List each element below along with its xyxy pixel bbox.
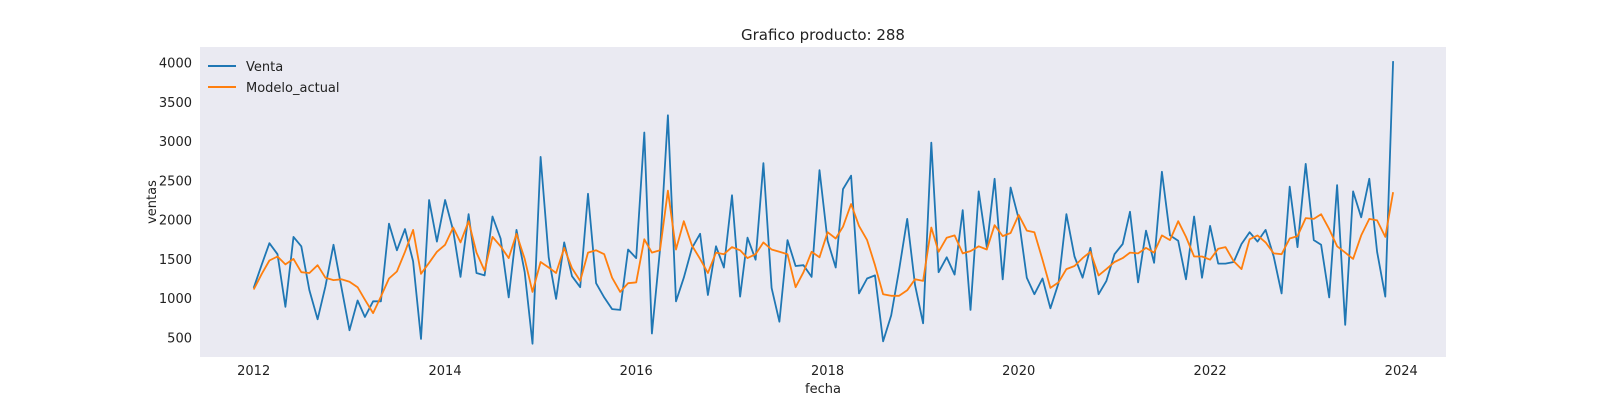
x-tick-label: 2018	[811, 364, 844, 379]
y-axis-label: ventas	[145, 180, 160, 224]
x-tick-label: 2014	[429, 364, 462, 379]
y-tick-label: 3500	[159, 96, 192, 111]
x-tick-label: 2012	[237, 364, 270, 379]
x-tick-label: 2020	[1002, 364, 1035, 379]
legend-label: Venta	[246, 60, 283, 75]
legend: Venta Modelo_actual	[208, 60, 340, 96]
y-axis-ticks: 500 1000 1500 2000 2500 3000 3500 4000	[159, 57, 192, 347]
y-tick-label: 4000	[159, 57, 192, 72]
x-tick-label: 2024	[1385, 364, 1418, 379]
x-axis-label: fecha	[805, 382, 841, 397]
x-axis-ticks: 2012 2014 2016 2018 2020 2022 2024	[237, 364, 1418, 379]
series-line-modelo-actual	[252, 189, 1394, 315]
legend-label: Modelo_actual	[246, 81, 340, 96]
y-tick-label: 2000	[159, 214, 192, 229]
y-tick-label: 2500	[159, 174, 192, 189]
chart-title: Grafico producto: 288	[741, 26, 905, 44]
x-tick-label: 2022	[1194, 364, 1227, 379]
y-tick-label: 500	[167, 331, 192, 346]
y-tick-label: 1000	[159, 292, 192, 307]
y-tick-label: 3000	[159, 135, 192, 150]
series-layer	[252, 61, 1394, 345]
series-line-venta	[252, 61, 1394, 345]
y-tick-label: 1500	[159, 253, 192, 268]
x-tick-label: 2016	[620, 364, 653, 379]
